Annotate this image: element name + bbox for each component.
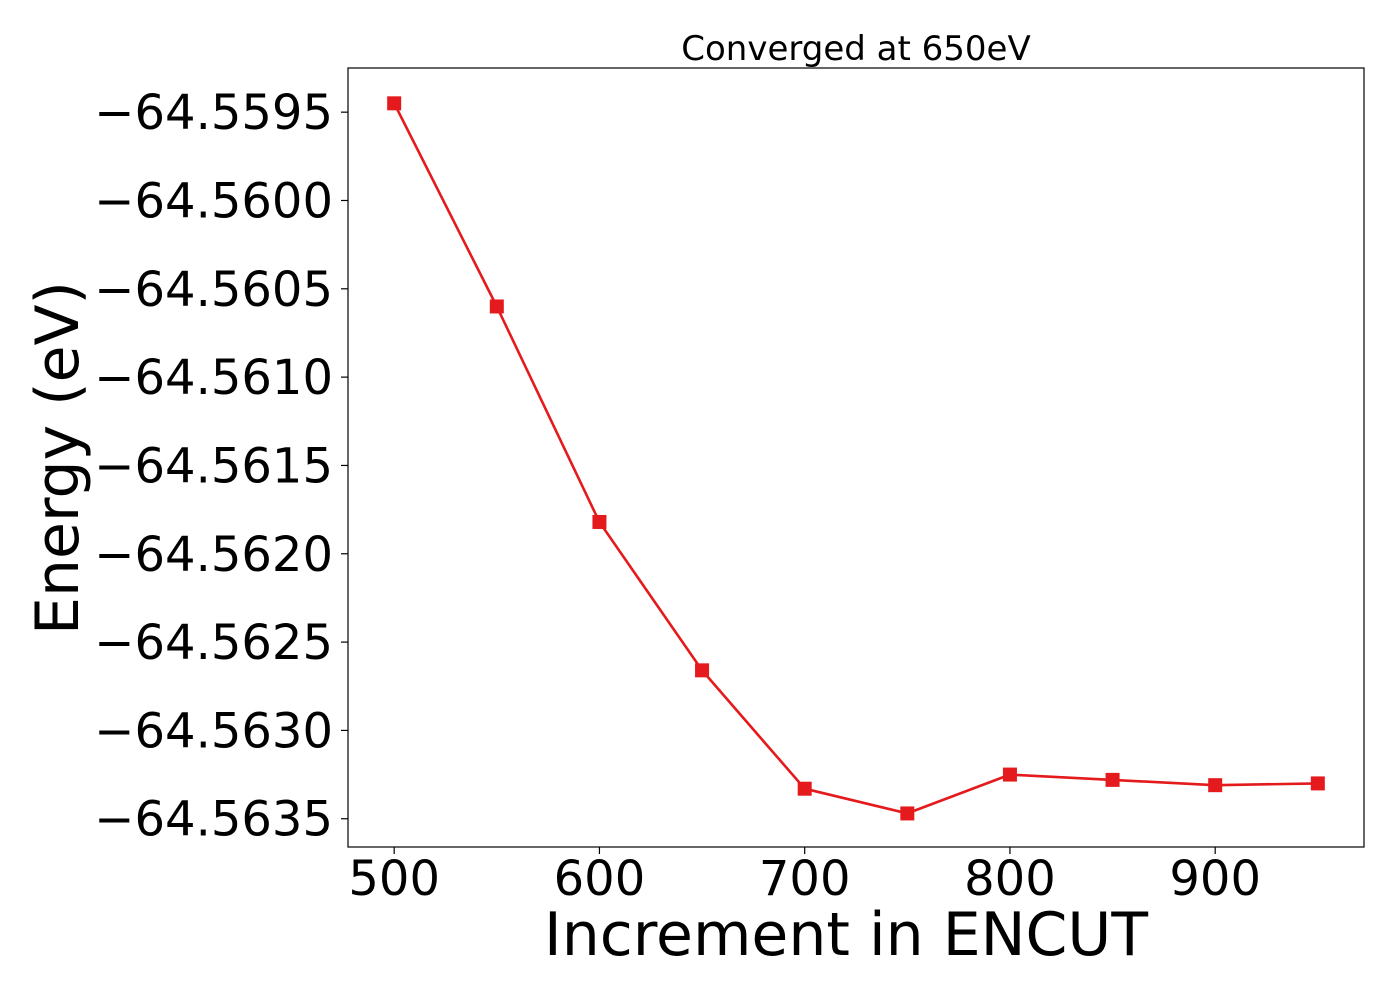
x-axis-label: Increment in ENCUT — [544, 900, 1148, 970]
data-point — [1105, 772, 1120, 787]
y-tick-label: −64.5630 — [94, 703, 333, 759]
data-point — [592, 514, 607, 529]
y-axis-label: Energy (eV) — [23, 281, 93, 635]
y-tick-label: −64.5605 — [94, 262, 333, 318]
data-point — [1310, 776, 1325, 791]
x-tick-label: 600 — [554, 851, 646, 907]
y-tick-label: −64.5620 — [94, 527, 333, 583]
chart-title: Converged at 650eV — [681, 29, 1030, 69]
data-point — [387, 96, 402, 111]
y-tick-label: −64.5625 — [94, 615, 333, 671]
plot-area — [347, 67, 1365, 848]
y-tick-label: −64.5595 — [94, 85, 333, 141]
x-tick-label: 800 — [964, 851, 1056, 907]
series-line — [393, 102, 1318, 815]
data-point — [797, 781, 812, 796]
data-point — [695, 663, 710, 678]
y-axis-ticks: −64.5595 −64.5600 −64.5605 −64.5610 −64.5615… — [94, 85, 348, 848]
data-point — [1002, 767, 1017, 782]
y-tick-label: −64.5610 — [94, 350, 333, 406]
data-point — [1208, 778, 1223, 793]
data-point — [900, 806, 915, 821]
y-tick-label: −64.5635 — [94, 792, 333, 848]
x-tick-label: 700 — [759, 851, 851, 907]
x-axis-ticks: 500 600 700 800 900 — [348, 847, 1261, 907]
x-tick-label: 500 — [348, 851, 440, 907]
y-tick-label: −64.5615 — [94, 438, 333, 494]
y-tick-label: −64.5600 — [94, 173, 333, 229]
x-tick-label: 900 — [1169, 851, 1261, 907]
series-layer — [387, 96, 1325, 821]
data-point — [489, 299, 504, 314]
